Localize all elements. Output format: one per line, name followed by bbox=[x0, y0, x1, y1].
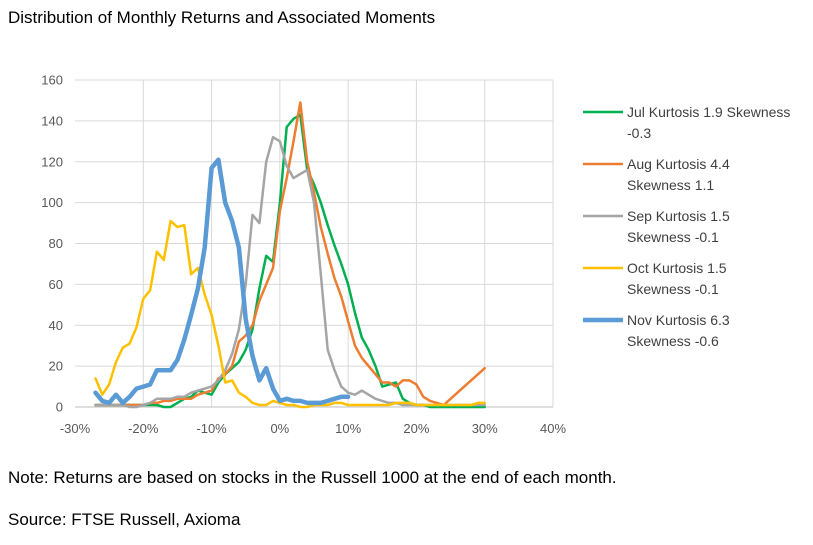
y-tick-label: 160 bbox=[41, 73, 63, 88]
legend: Jul Kurtosis 1.9 Skewness -0.3 Aug Kurtosi… bbox=[583, 104, 790, 349]
y-tick-label: 60 bbox=[49, 277, 63, 292]
gridlines bbox=[75, 79, 554, 407]
legend-label: Aug Kurtosis 4.4 Skewness 1.1 bbox=[627, 156, 730, 193]
x-tick-label: -30% bbox=[60, 421, 91, 436]
legend-label: Nov Kurtosis 6.3 Skewness -0.6 bbox=[627, 312, 730, 349]
x-axis-ticks: -30% -20% -10% 0% 10% 20% 30% 40% bbox=[60, 421, 567, 436]
y-tick-label: 40 bbox=[49, 318, 63, 333]
chart-title: Distribution of Monthly Returns and Asso… bbox=[8, 8, 436, 27]
line-chart: 0 20 40 60 80 100 120 140 160 -30% -20% -10% 0% 10% 2… bbox=[41, 73, 790, 437]
series-line-4 bbox=[94, 219, 486, 409]
x-tick-label: 10% bbox=[335, 421, 361, 436]
y-tick-label: 80 bbox=[49, 236, 63, 251]
x-tick-label: -20% bbox=[128, 421, 159, 436]
legend-label: Sep Kurtosis 1.5 Skewness -0.1 bbox=[627, 208, 730, 245]
x-tick-label: -10% bbox=[196, 421, 227, 436]
series-line-5 bbox=[93, 157, 351, 406]
x-tick-label: 0% bbox=[270, 421, 289, 436]
source-text: Source: FTSE Russell, Axioma bbox=[8, 510, 241, 529]
note-text: Note: Returns are based on stocks in the… bbox=[8, 468, 617, 487]
legend-label: Oct Kurtosis 1.5 Skewness -0.1 bbox=[627, 260, 727, 297]
series-lines bbox=[93, 101, 486, 409]
y-tick-label: 20 bbox=[49, 359, 63, 374]
series-line-2 bbox=[94, 101, 486, 407]
y-tick-label: 100 bbox=[41, 195, 63, 210]
y-tick-label: 140 bbox=[41, 113, 63, 128]
y-tick-label: 120 bbox=[41, 154, 63, 169]
x-tick-label: 30% bbox=[472, 421, 498, 436]
legend-label: Jul Kurtosis 1.9 Skewness -0.3 bbox=[627, 104, 790, 141]
x-tick-label: 20% bbox=[403, 421, 429, 436]
y-axis-ticks: 0 20 40 60 80 100 120 140 160 bbox=[41, 73, 63, 415]
x-tick-label: 40% bbox=[540, 421, 566, 436]
y-tick-label: 0 bbox=[56, 400, 63, 415]
